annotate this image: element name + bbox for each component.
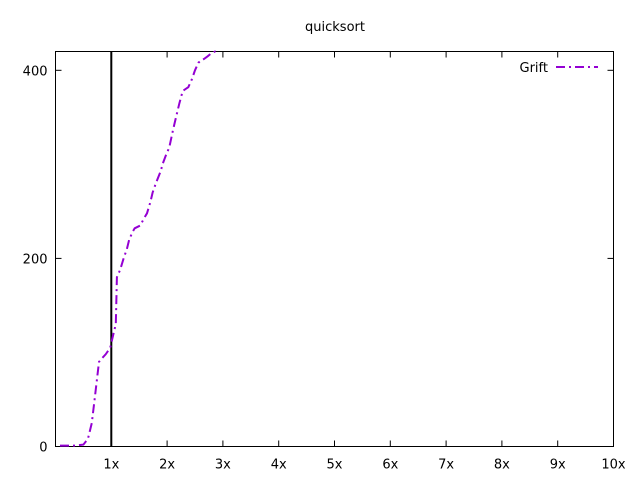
x-tick-label: 9x — [550, 458, 566, 473]
y-tick-label: 400 — [23, 64, 48, 79]
x-tick-label: 8x — [494, 458, 510, 473]
x-tick-label: 3x — [215, 458, 231, 473]
x-tick-label: 5x — [327, 458, 343, 473]
x-tick-label: 1x — [103, 458, 119, 473]
x-tick-label: 6x — [382, 458, 398, 473]
x-tick-label: 2x — [159, 458, 175, 473]
x-tick-label: 7x — [438, 458, 454, 473]
plot-area-border — [55, 51, 614, 447]
chart-title: quicksort — [305, 20, 365, 35]
x-tick-label: 10x — [601, 458, 626, 473]
series-group — [60, 50, 219, 447]
axis-ticks: 1x 2x 3x 4x 5x 6x 7x 8x 9x 10x 0 200 400 — [23, 51, 626, 473]
x-tick-label: 4x — [271, 458, 287, 473]
legend: Grift — [520, 61, 598, 76]
y-tick-label: 200 — [23, 252, 48, 267]
legend-label: Grift — [520, 61, 548, 76]
y-tick-label: 0 — [39, 441, 47, 456]
series-line-grift — [60, 50, 219, 447]
